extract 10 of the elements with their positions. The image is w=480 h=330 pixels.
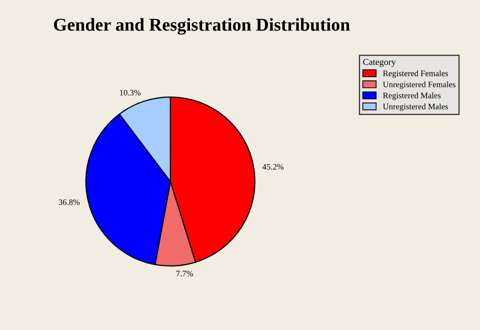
legend-label: Registered Females [383, 70, 448, 78]
chart-title: Gender and Resgistration Distribution [54, 18, 350, 35]
data-label: 7.7% [176, 270, 194, 276]
legend-title: Category [363, 58, 396, 67]
legend-label: Unregistered Males [382, 103, 448, 112]
data-label: 36.8% [58, 199, 80, 206]
data-label: 45.2% [262, 164, 284, 170]
data-label: 10.3% [120, 90, 141, 96]
legend-label: Unregistered Females [382, 81, 456, 89]
legend-label: Registered Males [383, 92, 441, 100]
